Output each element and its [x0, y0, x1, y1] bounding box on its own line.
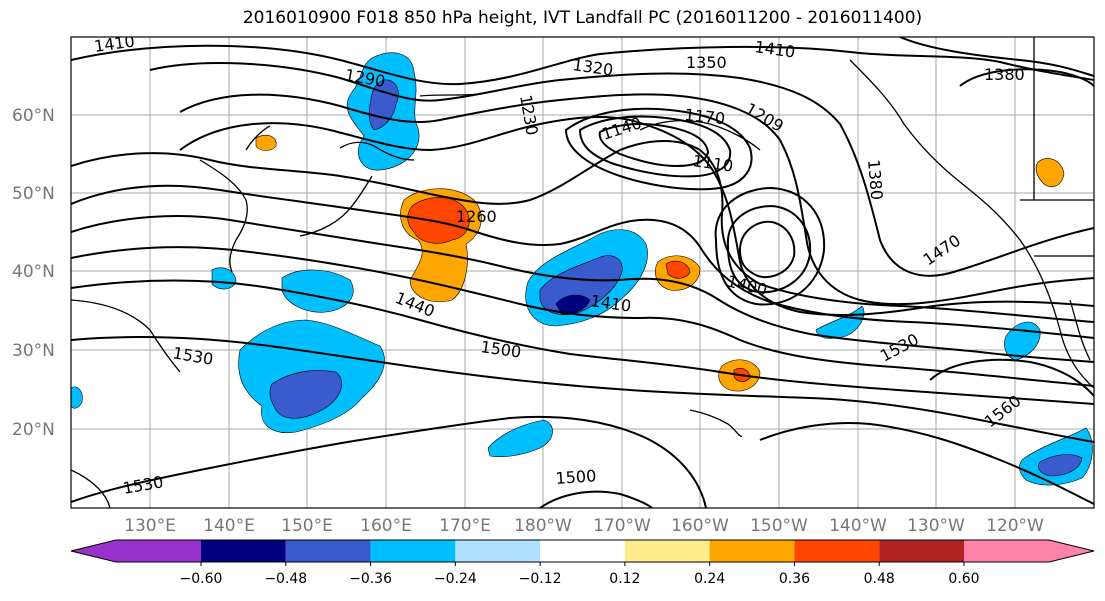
colorbar-tick-label: −0.12	[519, 571, 562, 587]
colorbar-tick-label: −0.60	[180, 571, 223, 587]
colorbar-tick-label: −0.48	[264, 571, 307, 587]
longitude-label: 140°W	[829, 516, 887, 536]
contour-label: 1500	[555, 466, 597, 488]
contour-label: 1380	[864, 159, 886, 201]
colorbar-tick-label: 0.24	[694, 571, 725, 587]
latitude-label: 30°N	[12, 341, 55, 361]
colorbar-segment	[624, 540, 710, 562]
contour-label: 1260	[456, 207, 497, 226]
colorbar-segment	[709, 540, 795, 562]
longitude-label: 120°W	[986, 516, 1044, 536]
colorbar-segment	[370, 540, 456, 562]
longitude-label: 170°W	[593, 516, 651, 536]
colorbar-segment	[285, 540, 371, 562]
longitude-label: 150°E	[281, 516, 333, 536]
map-title: 2016010900 F018 850 hPa height, IVT Land…	[242, 8, 923, 28]
longitude-label: 130°W	[907, 516, 965, 536]
colorbar-segment	[455, 540, 541, 562]
longitude-label: 180°W	[514, 516, 572, 536]
contour-label: 1380	[984, 65, 1025, 84]
colorbar-segment	[201, 540, 286, 562]
longitude-label: 130°E	[124, 516, 176, 536]
shading-region-160w-red	[665, 260, 691, 279]
colorbar-extension-low	[71, 540, 201, 562]
longitude-label: 150°W	[750, 516, 808, 536]
colorbar-tick-label: −0.24	[434, 571, 477, 587]
longitude-label: 140°E	[203, 516, 255, 536]
latitude-label: 60°N	[12, 106, 55, 126]
latitude-label: 50°N	[12, 184, 55, 204]
colorbar-tick-label: 0.12	[609, 571, 640, 587]
shading-region-nw-orange	[255, 134, 277, 151]
colorbar: −0.60 −0.48 −0.36 −0.24 −0.12 0.12 0.24 0.36 0.4…	[70, 539, 1095, 587]
colorbar-tick-label: 0.60	[948, 571, 979, 587]
shading-region-west-core	[269, 370, 342, 419]
longitude-label: 160°E	[360, 516, 412, 536]
shading-region-south-blue	[487, 419, 553, 458]
longitude-labels: 130°E 140°E 150°E 160°E 170°E 180°W 170°…	[124, 516, 1044, 536]
ivt-shading	[71, 52, 1093, 486]
shading-region-west-edge	[71, 386, 83, 409]
contour-label: 1170	[684, 105, 726, 128]
contour-label: 1350	[686, 53, 727, 72]
map-frame-border	[70, 36, 1095, 509]
latitude-label: 20°N	[12, 420, 55, 440]
contour-label: 1410	[93, 31, 136, 55]
colorbar-segment	[540, 540, 625, 562]
shading-region-ne-orange	[1035, 158, 1065, 187]
colorbar-extension-high	[964, 540, 1094, 562]
shading-region-west-upper	[281, 269, 354, 313]
colorbar-segment	[794, 540, 880, 562]
colorbar-tick-label: 0.48	[864, 571, 895, 587]
latitude-labels: 60°N 50°N 40°N 30°N 20°N	[12, 106, 55, 440]
height-contours	[71, 37, 1094, 508]
coastlines	[71, 37, 1094, 508]
colorbar-tick-label: 0.36	[779, 571, 810, 587]
latitude-label: 40°N	[12, 262, 55, 282]
longitude-label: 160°W	[671, 516, 729, 536]
colorbar-tick-label: −0.36	[349, 571, 392, 587]
colorbar-outline	[70, 539, 1095, 563]
shading-region-se-core	[1038, 454, 1083, 477]
colorbar-segment	[879, 540, 964, 562]
longitude-label: 170°E	[439, 516, 491, 536]
